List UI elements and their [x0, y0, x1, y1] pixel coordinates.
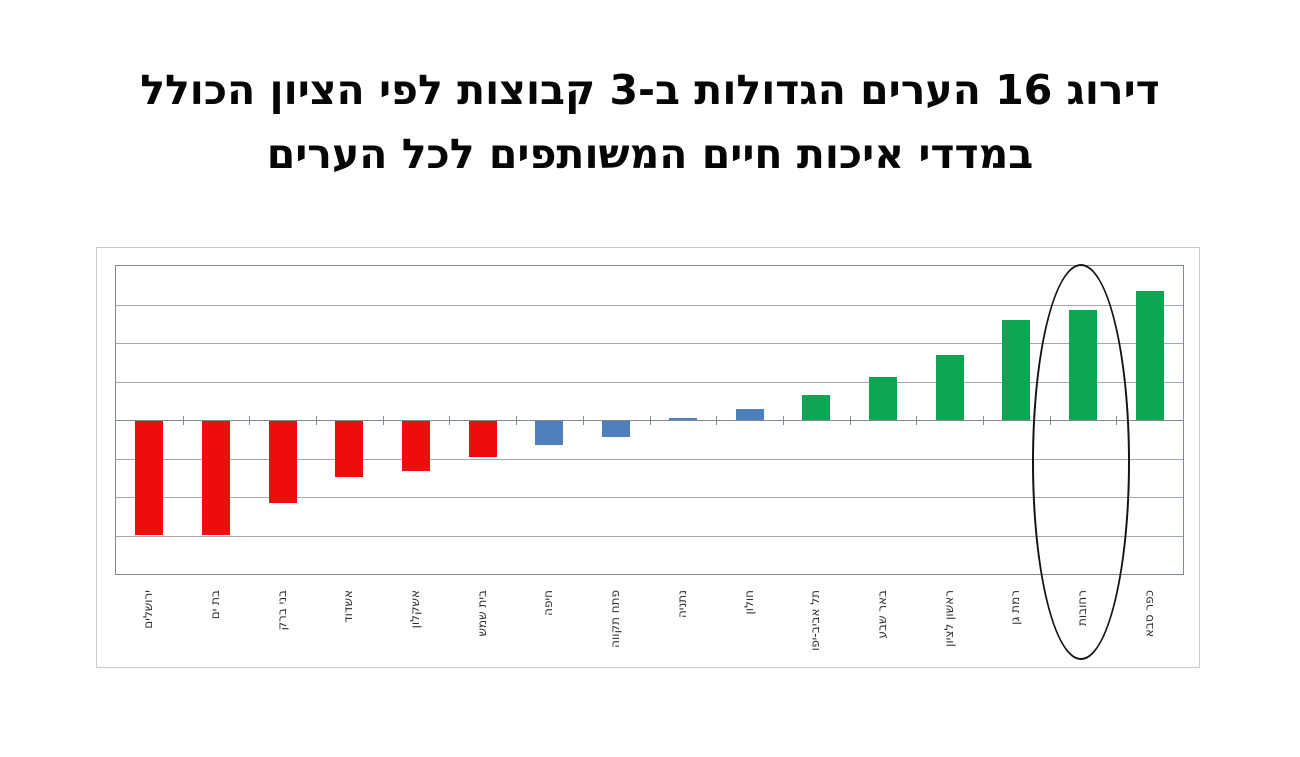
category-label-כפר סבא: כפר סבא [1141, 590, 1156, 638]
bar-כפר סבא [1135, 290, 1164, 420]
plot-area [115, 265, 1184, 575]
chart-title: דירוג 16 הערים הגדולות ב-3 קבוצות לפי הצ… [0, 58, 1300, 186]
axis-tick-mark [516, 416, 518, 425]
category-label-רמת גן: רמת גן [1008, 590, 1023, 625]
gridline [116, 458, 1183, 460]
bar-רמת גן [1002, 319, 1031, 420]
gridline [116, 535, 1183, 537]
annotation-ellipse [1032, 264, 1130, 660]
category-label-אשקלון: אשקלון [408, 590, 423, 629]
axis-tick-mark [249, 416, 251, 425]
bar-באר שבע [868, 376, 897, 420]
chart-container: ירושלים בת ים בני ברק אשדוד אשקלון בית שמש חיפ… [96, 247, 1200, 668]
category-label-בית שמש: בית שמש [474, 590, 489, 637]
category-label-נתניה: נתניה [674, 590, 689, 619]
bar-אשדוד [335, 421, 364, 477]
category-label-בת ים: בת ים [208, 590, 223, 620]
bar-ראשון לציון [935, 354, 964, 420]
bar-פתח תקווה [602, 421, 631, 437]
axis-tick-mark [316, 416, 318, 425]
bar-תל אביב-יפו [802, 394, 831, 420]
bar-חולון [735, 409, 764, 420]
bar-בני ברק [268, 421, 297, 503]
bar-נתניה [668, 417, 697, 420]
bar-בית שמש [468, 421, 497, 458]
chart-title-line-1: דירוג 16 הערים הגדולות ב-3 קבוצות לפי הצ… [140, 66, 1160, 114]
bar-ירושלים [135, 421, 164, 535]
axis-tick-mark [716, 416, 718, 425]
category-label-אשדוד: אשדוד [341, 590, 356, 623]
category-label-בני ברק: בני ברק [274, 590, 289, 631]
bar-בת ים [202, 421, 231, 536]
bar-חיפה [535, 421, 564, 445]
category-label-תל אביב-יפו: תל אביב-יפו [808, 590, 823, 651]
axis-tick-mark [782, 416, 784, 425]
category-label-ראשון לציון: ראשון לציון [941, 590, 956, 647]
axis-tick-mark [649, 416, 651, 425]
category-label-חולון: חולון [741, 590, 756, 615]
axis-tick-mark [849, 416, 851, 425]
axis-tick-mark [982, 416, 984, 425]
category-label-ירושלים: ירושלים [141, 590, 156, 629]
chart-title-line-2: במדדי איכות חיים המשותפים לכל הערים [266, 130, 1034, 178]
gridline [116, 304, 1183, 306]
gridline [116, 381, 1183, 383]
axis-tick-mark [382, 416, 384, 425]
bar-אשקלון [402, 421, 431, 471]
category-label-באר שבע: באר שבע [874, 590, 889, 639]
gridline [116, 343, 1183, 344]
axis-tick-mark [582, 416, 584, 425]
axis-tick-mark [449, 416, 451, 425]
category-label-פתח תקווה: פתח תקווה [608, 590, 623, 648]
category-label-רחובות: רחובות [1074, 590, 1089, 626]
axis-tick-mark [916, 416, 918, 425]
gridline [116, 497, 1183, 498]
category-label-חיפה: חיפה [541, 590, 556, 616]
axis-tick-mark [182, 416, 184, 425]
